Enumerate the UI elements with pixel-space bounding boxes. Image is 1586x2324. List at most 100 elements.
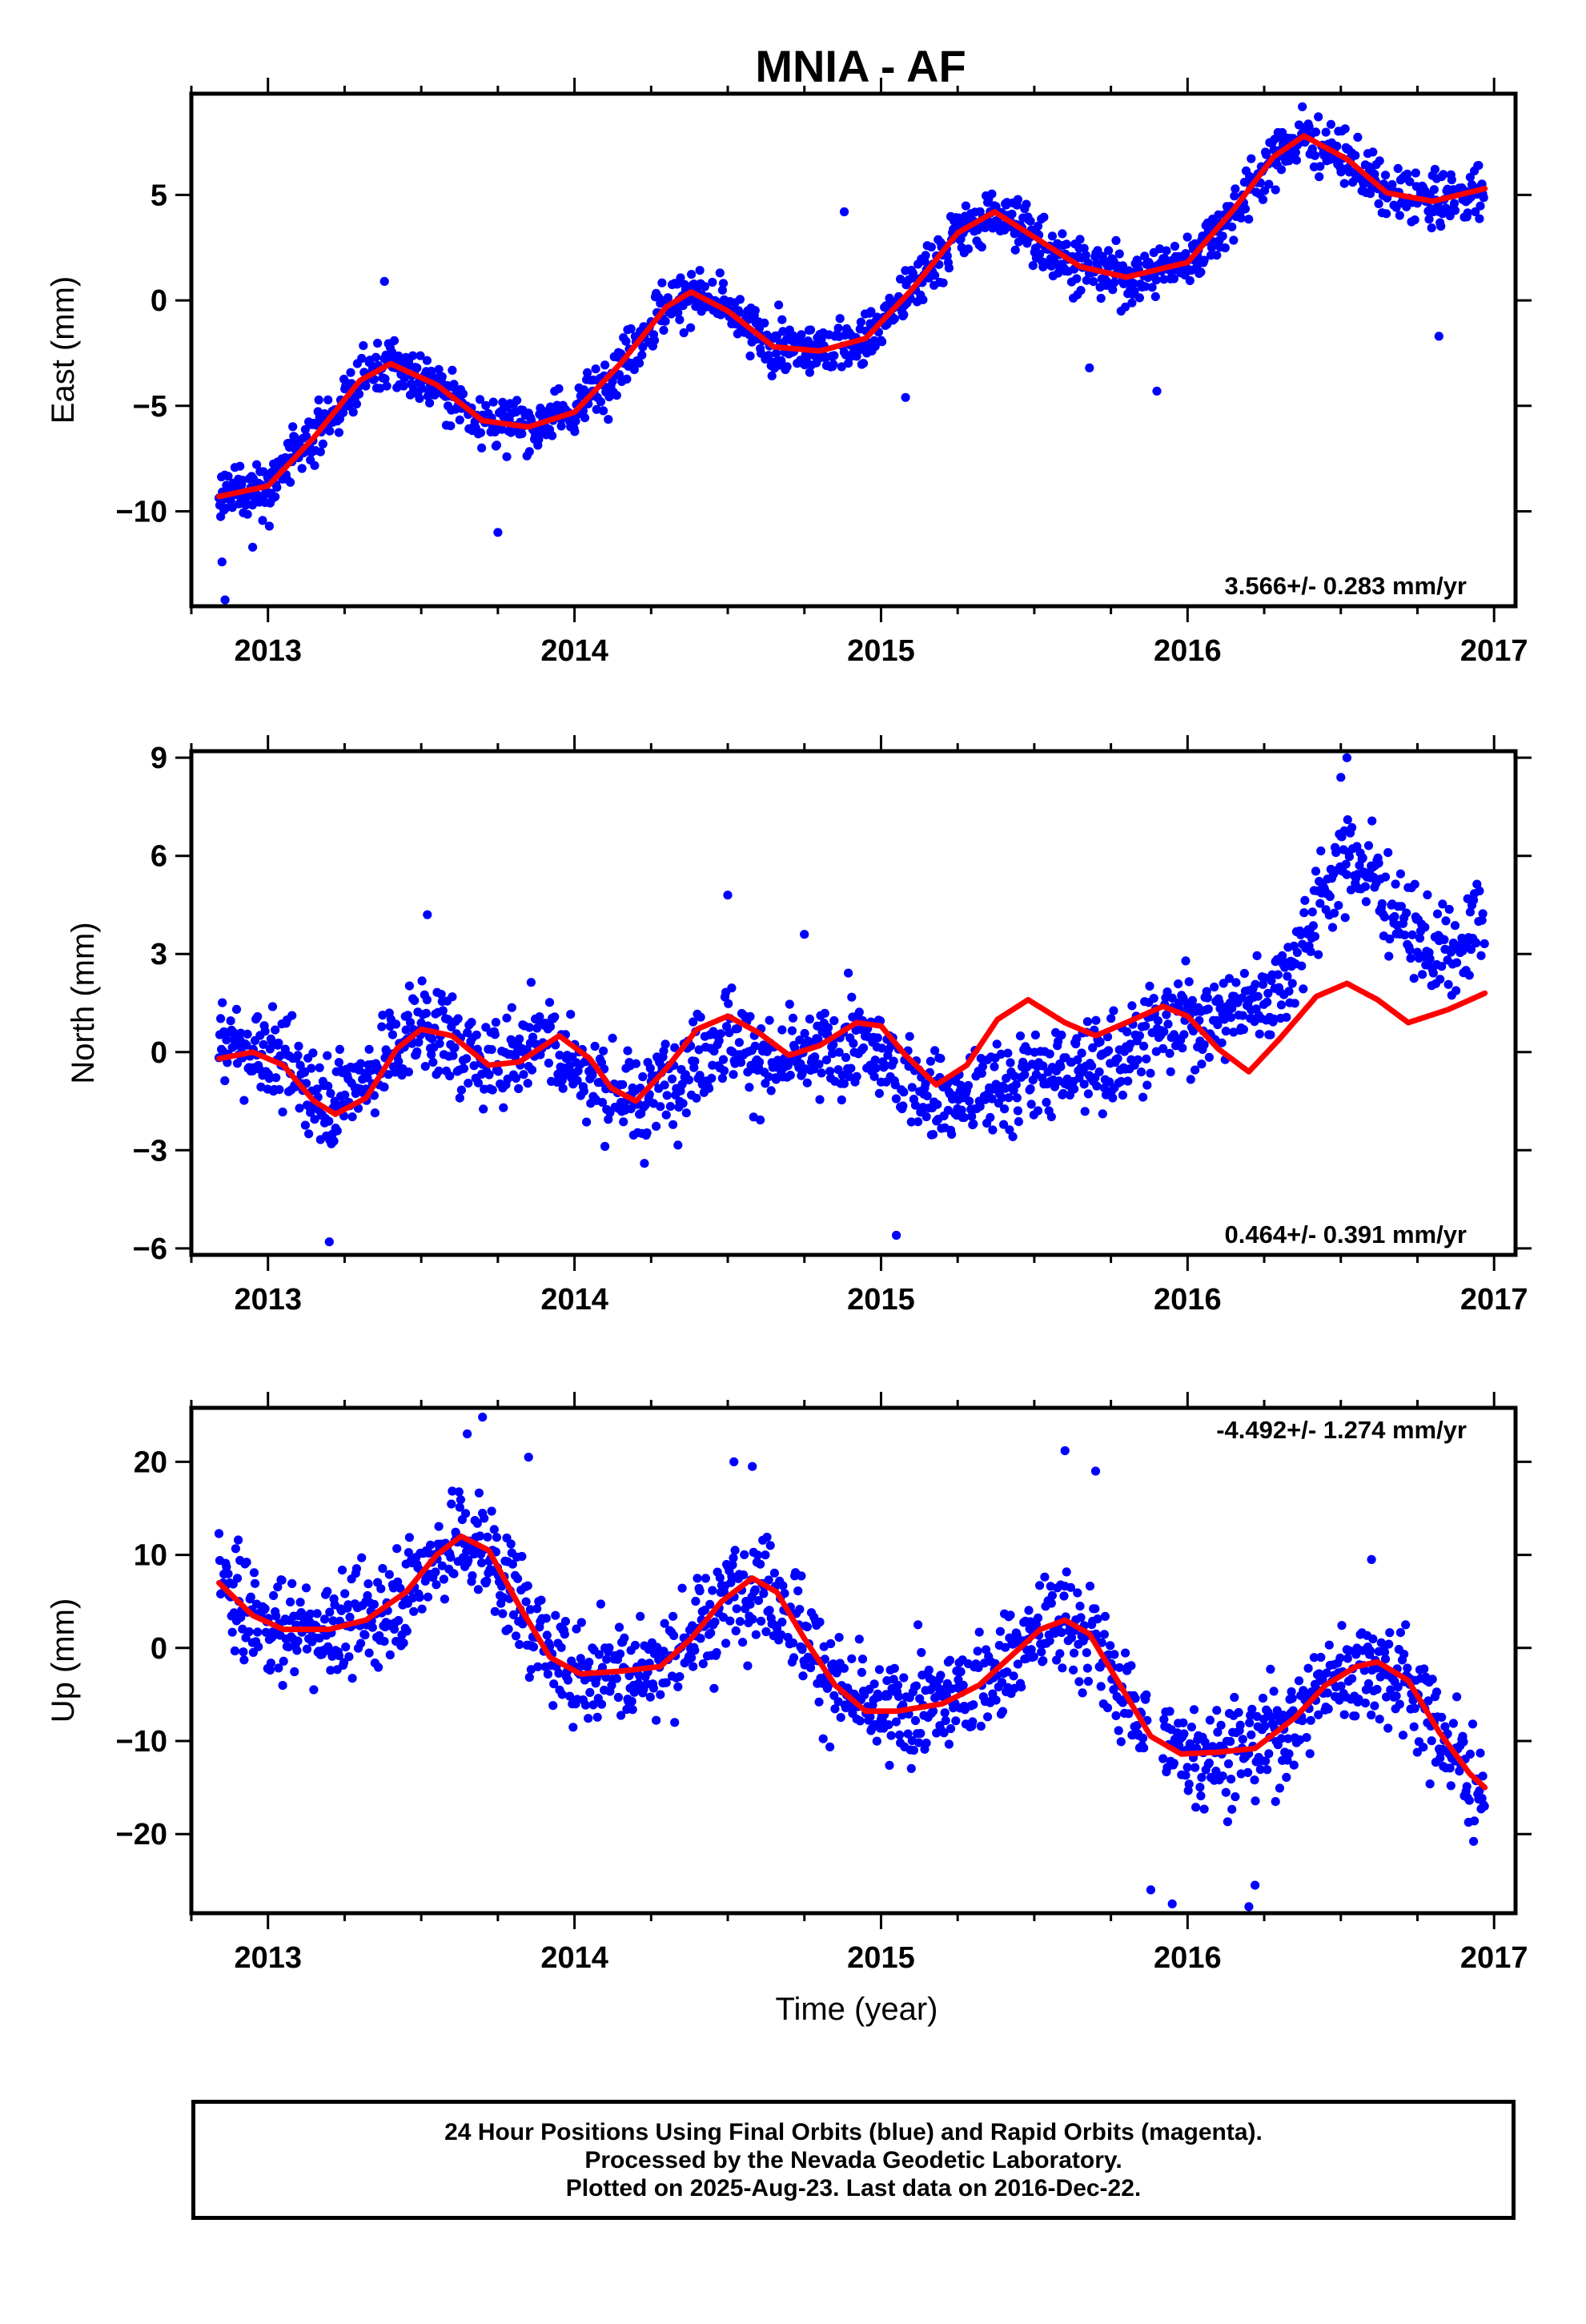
y-axis-title: East (mm) xyxy=(46,276,81,424)
data-point xyxy=(592,1712,602,1722)
data-point xyxy=(222,1035,231,1045)
data-point xyxy=(1196,267,1206,277)
data-point xyxy=(379,1637,389,1647)
data-point xyxy=(542,1630,552,1640)
data-point xyxy=(475,1531,485,1541)
data-point xyxy=(1438,899,1447,909)
data-point xyxy=(1288,1706,1298,1715)
data-point xyxy=(1360,1699,1370,1708)
data-point xyxy=(854,1634,864,1644)
data-point xyxy=(889,1663,899,1673)
data-point xyxy=(1105,1077,1114,1087)
data-point xyxy=(891,1094,901,1104)
data-point xyxy=(235,461,245,471)
data-point xyxy=(1331,848,1341,858)
data-point xyxy=(761,1626,771,1637)
data-point xyxy=(1307,907,1317,917)
data-point xyxy=(829,1015,839,1026)
data-point xyxy=(947,1129,957,1139)
data-point xyxy=(708,277,717,287)
data-point xyxy=(1292,947,1302,957)
data-point xyxy=(580,413,590,423)
data-point xyxy=(1314,1710,1323,1719)
data-point xyxy=(777,356,786,366)
data-point xyxy=(343,1600,353,1610)
data-point xyxy=(1011,1080,1021,1089)
data-point xyxy=(660,1618,669,1628)
data-point xyxy=(383,1070,393,1080)
data-point xyxy=(797,1645,807,1655)
data-point xyxy=(1159,1715,1169,1724)
data-point xyxy=(719,1066,729,1076)
data-point xyxy=(248,542,258,552)
data-point xyxy=(385,1650,395,1660)
data-point xyxy=(690,1646,700,1655)
data-point xyxy=(990,1062,999,1072)
data-point xyxy=(865,1712,875,1722)
data-point xyxy=(1197,1059,1207,1069)
data-point xyxy=(669,1120,678,1129)
data-point xyxy=(440,1594,450,1604)
data-point xyxy=(833,324,843,333)
data-point xyxy=(1259,1715,1269,1724)
data-point xyxy=(604,415,613,424)
data-point xyxy=(1471,207,1480,217)
data-point xyxy=(973,1647,982,1656)
y-tick-label: 20 xyxy=(134,1445,167,1479)
data-point xyxy=(1315,899,1325,908)
data-point xyxy=(614,1622,624,1632)
data-point xyxy=(884,1720,893,1730)
data-point xyxy=(829,1039,838,1049)
data-point xyxy=(565,1691,575,1701)
data-point xyxy=(283,1642,294,1652)
data-point xyxy=(493,528,503,537)
fit-curve xyxy=(216,133,1488,500)
data-point xyxy=(1353,132,1363,142)
data-point xyxy=(260,1027,270,1036)
data-point xyxy=(1010,1072,1019,1081)
data-point xyxy=(661,1110,671,1120)
data-point xyxy=(438,1006,448,1015)
data-point xyxy=(1273,970,1283,979)
data-point xyxy=(1375,156,1384,166)
data-point xyxy=(1258,1693,1268,1703)
data-point xyxy=(1062,239,1071,249)
data-point xyxy=(810,1052,820,1062)
data-point xyxy=(1435,975,1445,984)
data-point xyxy=(272,483,282,493)
data-point xyxy=(467,1018,476,1027)
panel-1: 2013 2014 2015 2016 2017 −10 −5 0 5 East (mm) 3.56… xyxy=(46,78,1532,668)
data-point xyxy=(1139,1743,1149,1753)
data-point xyxy=(1263,1765,1272,1775)
data-point xyxy=(936,1671,946,1680)
data-point xyxy=(437,1561,447,1570)
data-point xyxy=(1085,363,1094,372)
data-point xyxy=(1405,177,1415,187)
data-point xyxy=(436,990,446,999)
data-point xyxy=(1450,206,1460,215)
data-point xyxy=(1480,939,1489,948)
data-point xyxy=(1465,907,1475,917)
data-point xyxy=(557,1690,567,1699)
data-point xyxy=(286,477,295,487)
data-point xyxy=(1380,1655,1391,1664)
data-point xyxy=(660,1039,670,1049)
data-point xyxy=(857,1655,868,1664)
data-point xyxy=(315,1633,324,1643)
data-point xyxy=(1121,302,1130,312)
data-point xyxy=(1260,973,1270,983)
data-point xyxy=(568,1723,578,1732)
data-point xyxy=(1010,245,1020,255)
data-point xyxy=(629,365,639,375)
data-point xyxy=(710,1617,720,1626)
data-point xyxy=(613,1692,624,1703)
data-point xyxy=(753,1550,763,1560)
data-point xyxy=(1323,1704,1333,1714)
data-point xyxy=(1469,1836,1479,1846)
data-point xyxy=(1114,1663,1124,1672)
data-point xyxy=(1335,1695,1344,1705)
data-point xyxy=(258,516,267,525)
data-point xyxy=(434,1066,444,1076)
data-point xyxy=(787,1026,797,1035)
data-point xyxy=(753,1596,764,1606)
